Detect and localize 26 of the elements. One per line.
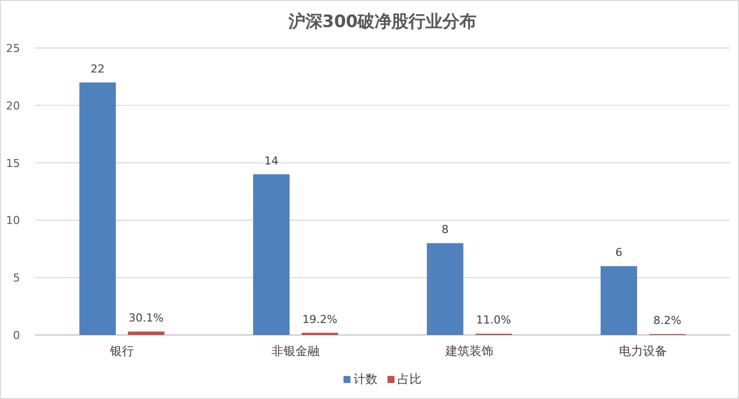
- bar: [426, 243, 464, 335]
- chart-title: 沪深300破净股行业分布: [287, 12, 477, 32]
- x-tick-label: 银行: [108, 344, 134, 358]
- x-tick-label: 电力设备: [619, 344, 668, 358]
- y-tick-label: 5: [13, 272, 20, 285]
- data-label: 14: [264, 154, 278, 168]
- y-tick-label: 10: [6, 214, 20, 228]
- bar: [253, 174, 290, 335]
- data-label: 22: [90, 62, 105, 76]
- data-label: 8.2%: [653, 314, 682, 328]
- bar: [79, 82, 116, 335]
- y-tick-label: 25: [6, 42, 20, 55]
- y-tick-label: 0: [13, 329, 20, 342]
- data-label: 11.0%: [476, 314, 512, 327]
- bar: [128, 332, 164, 335]
- x-tick-label: 建筑装饰: [444, 344, 494, 358]
- legend-label: 计数: [354, 372, 378, 386]
- data-label: 30.1%: [128, 312, 164, 325]
- bar: [600, 266, 638, 335]
- data-label: 19.2%: [302, 312, 338, 326]
- data-label: 6: [615, 246, 622, 260]
- data-label: 8: [442, 223, 449, 236]
- y-tick-label: 20: [6, 99, 20, 112]
- legend-label: 占比: [398, 372, 422, 386]
- y-tick-label: 15: [6, 156, 20, 170]
- x-tick-label: 非银金融: [272, 344, 320, 358]
